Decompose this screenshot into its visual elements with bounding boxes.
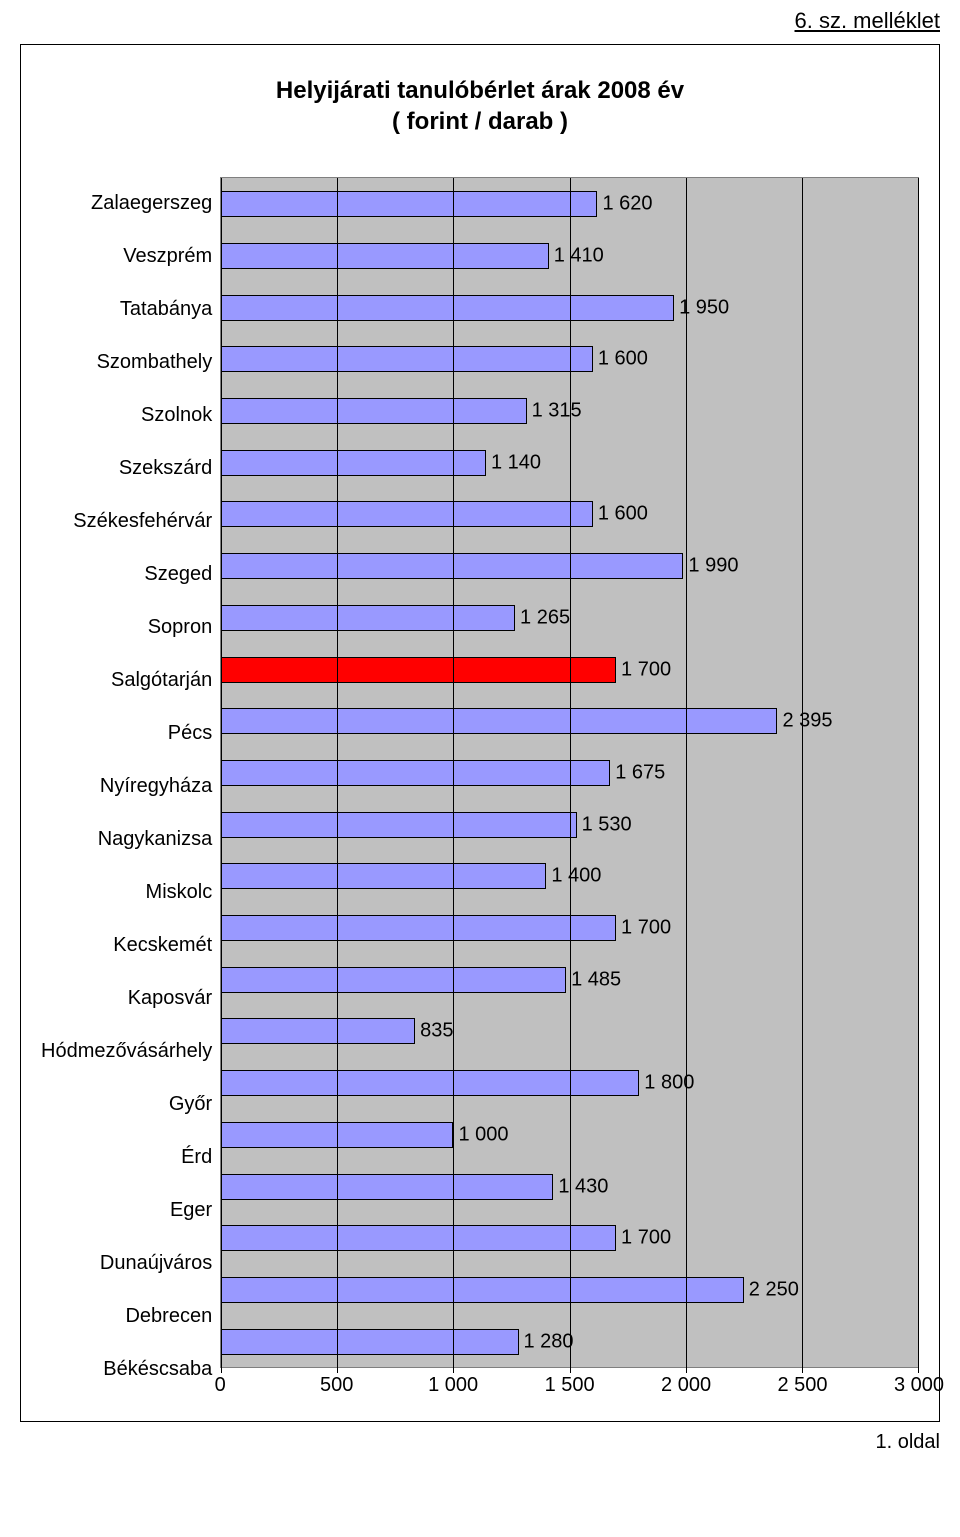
bar-value-label: 1 530 — [576, 813, 632, 836]
y-axis-label: Hódmezővásárhely — [41, 1025, 212, 1078]
bar: 1 675 — [221, 760, 610, 786]
bar: 1 485 — [221, 967, 566, 993]
y-axis-label: Békéscsaba — [103, 1343, 212, 1396]
bar-value-label: 1 400 — [545, 865, 601, 888]
chart-title: Helyijárati tanulóbérlet árak 2008 év ( … — [41, 75, 919, 137]
bar-value-label: 1 000 — [452, 1123, 508, 1146]
chart-frame: Helyijárati tanulóbérlet árak 2008 év ( … — [20, 44, 940, 1422]
page-footer: 1. oldal — [0, 1427, 960, 1464]
y-axis-label: Dunaújváros — [100, 1237, 212, 1290]
bar: 1 315 — [221, 398, 526, 424]
y-axis-label: Eger — [170, 1184, 212, 1237]
y-axis-label: Győr — [169, 1078, 212, 1131]
bar: 1 600 — [221, 501, 593, 527]
bar-value-label: 1 315 — [526, 400, 582, 423]
chart-title-line2: ( forint / darab ) — [392, 108, 568, 135]
y-axis-label: Szekszárd — [119, 442, 212, 495]
y-axis-label: Zalaegerszeg — [91, 177, 212, 230]
x-tick-label: 2 000 — [661, 1374, 711, 1397]
x-tick-label: 3 000 — [894, 1374, 944, 1397]
y-axis-label: Kecskemét — [113, 919, 212, 972]
bar-value-label: 1 675 — [609, 761, 665, 784]
bar-value-label: 1 410 — [548, 244, 604, 267]
y-axis-label: Tatabánya — [120, 283, 212, 336]
bar-value-label: 1 990 — [682, 555, 738, 578]
grid-line — [221, 178, 222, 1367]
bar: 1 700 — [221, 915, 616, 941]
y-axis-label: Veszprém — [123, 230, 212, 283]
y-axis-label: Debrecen — [125, 1290, 212, 1343]
chart-area: ZalaegerszegVeszprémTatabányaSzombathely… — [41, 177, 919, 1396]
bar: 2 395 — [221, 708, 777, 734]
bar: 1 700 — [221, 657, 616, 683]
bar: 1 265 — [221, 605, 515, 631]
bar-value-label: 1 620 — [596, 193, 652, 216]
grid-line — [337, 178, 338, 1367]
bar-value-label: 1 485 — [565, 968, 621, 991]
grid-line — [453, 178, 454, 1367]
x-axis: 05001 0001 5002 0002 5003 000 — [220, 1368, 919, 1396]
chart-title-line1: Helyijárati tanulóbérlet árak 2008 év — [276, 77, 684, 104]
bar: 1 530 — [221, 812, 576, 838]
bar: 1 400 — [221, 863, 546, 889]
bar: 1 410 — [221, 243, 548, 269]
bar: 1 700 — [221, 1225, 616, 1251]
y-axis-labels: ZalaegerszegVeszprémTatabányaSzombathely… — [41, 177, 220, 1396]
bar-value-label: 1 950 — [673, 296, 729, 319]
bar: 835 — [221, 1018, 415, 1044]
grid-line — [570, 178, 571, 1367]
bar: 1 430 — [221, 1174, 553, 1200]
x-tick-label: 1 000 — [428, 1374, 478, 1397]
bar: 2 250 — [221, 1277, 744, 1303]
y-axis-label: Nyíregyháza — [100, 760, 212, 813]
x-tick-label: 1 500 — [545, 1374, 595, 1397]
bar: 1 990 — [221, 553, 683, 579]
header-link: 6. sz. melléklet — [0, 0, 960, 34]
bar: 1 140 — [221, 450, 486, 476]
y-axis-label: Szeged — [144, 548, 212, 601]
y-axis-label: Nagykanizsa — [98, 813, 213, 866]
bar-value-label: 1 600 — [592, 348, 648, 371]
bar-value-label: 1 700 — [615, 917, 671, 940]
grid-line — [686, 178, 687, 1367]
y-axis-label: Salgótarján — [111, 654, 212, 707]
plot-wrapper: 1 620 1 410 1 950 1 600 1 315 1 140 1 600 1 990… — [220, 177, 919, 1396]
bar-value-label: 1 600 — [592, 503, 648, 526]
x-tick-label: 0 — [215, 1374, 226, 1397]
x-tick-label: 2 500 — [778, 1374, 828, 1397]
y-axis-label: Pécs — [168, 707, 212, 760]
y-axis-label: Miskolc — [146, 866, 213, 919]
bar: 1 950 — [221, 295, 674, 321]
bar-value-label: 1 700 — [615, 658, 671, 681]
bar-value-label: 1 140 — [485, 451, 541, 474]
bar-value-label: 1 265 — [514, 606, 570, 629]
bar: 1 280 — [221, 1329, 518, 1355]
bar-value-label: 1 430 — [552, 1175, 608, 1198]
y-axis-label: Kaposvár — [128, 972, 213, 1025]
y-axis-label: Székesfehérvár — [73, 495, 212, 548]
y-axis-label: Érd — [181, 1131, 212, 1184]
bar: 1 600 — [221, 346, 593, 372]
bar: 1 800 — [221, 1070, 639, 1096]
y-axis-label: Szombathely — [97, 336, 213, 389]
y-axis-label: Szolnok — [141, 389, 212, 442]
bar-value-label: 835 — [414, 1020, 453, 1043]
plot-area: 1 620 1 410 1 950 1 600 1 315 1 140 1 600 1 990… — [220, 177, 919, 1368]
bar-value-label: 1 700 — [615, 1227, 671, 1250]
grid-line — [918, 178, 919, 1367]
y-axis-label: Sopron — [148, 601, 213, 654]
bar-value-label: 1 280 — [518, 1330, 574, 1353]
grid-line — [802, 178, 803, 1367]
bar-value-label: 2 250 — [743, 1278, 799, 1301]
x-tick-label: 500 — [320, 1374, 353, 1397]
bar: 1 620 — [221, 191, 597, 217]
bar-value-label: 2 395 — [776, 710, 832, 733]
